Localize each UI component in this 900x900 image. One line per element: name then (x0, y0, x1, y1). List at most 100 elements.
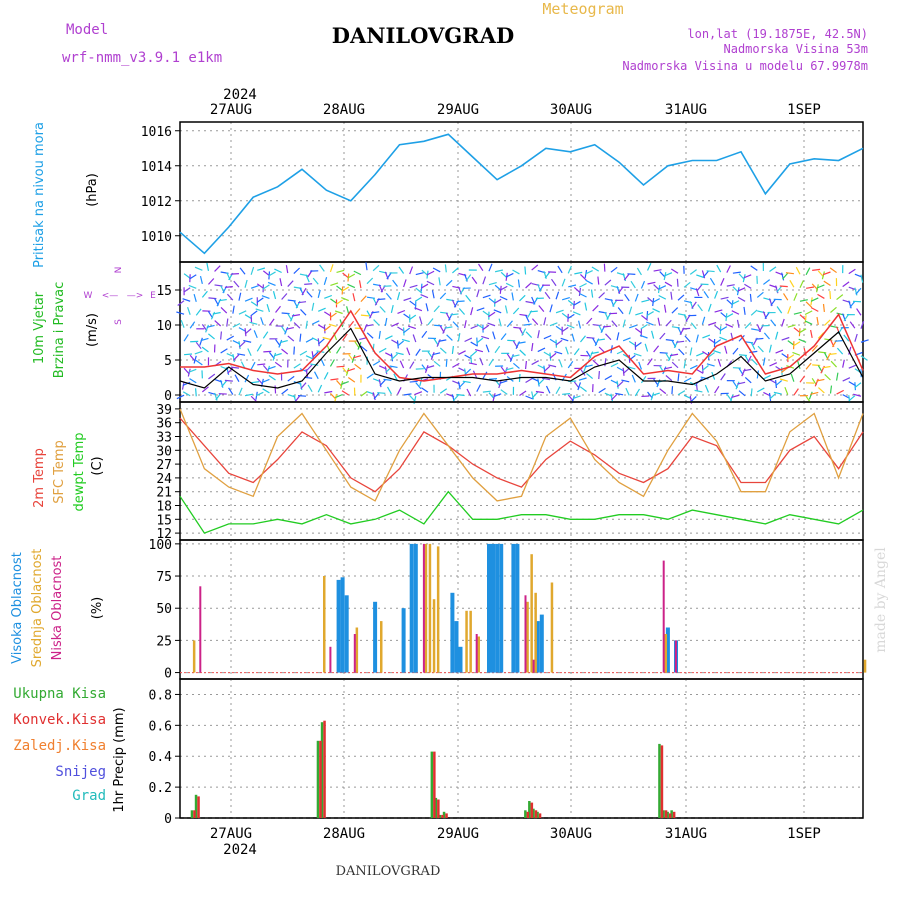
wind-arrow (678, 348, 685, 356)
y-tick-label: 12 (156, 527, 172, 542)
wind-arrow (373, 392, 380, 400)
wind-arrow (731, 310, 740, 315)
wind-arrow (476, 307, 485, 312)
wind-arrow (738, 334, 745, 342)
wind-arrow (250, 301, 259, 307)
wind-arrow (312, 277, 319, 285)
wind-arrow (793, 311, 802, 315)
wind-arrow (578, 377, 587, 381)
wind-arrow (366, 332, 374, 339)
wind-arrow (329, 264, 334, 273)
top-day-labels: 27AUG 28AUG 29AUG 30AUG 31AUG 1SEP (210, 102, 821, 118)
wind-arrow (268, 271, 276, 277)
wind-arrow (476, 337, 478, 346)
wind-arrow (735, 381, 740, 390)
wind-arrow (610, 266, 618, 273)
wind-arrow (725, 323, 734, 328)
precip-bar (526, 811, 530, 818)
wind-arrow (426, 280, 435, 286)
wind-arrow (799, 299, 808, 302)
wind-arrow (403, 313, 411, 319)
wind-arrow (706, 363, 715, 367)
y-tick-label: 0.4 (149, 750, 173, 765)
precip-bar (194, 794, 198, 818)
wind-arrow (653, 269, 662, 272)
wind-arrow (634, 293, 639, 302)
wind-arrow (250, 395, 258, 403)
y-tick-label: 75 (156, 570, 172, 585)
wind-arrow (341, 286, 350, 292)
cloud-bar (550, 582, 554, 673)
y-tick-label: 100 (149, 538, 172, 553)
wind-arrow (697, 304, 703, 312)
wind-arrow (756, 291, 764, 298)
wind-arrow (549, 352, 552, 361)
wind-arrow (737, 296, 746, 302)
wind-arrow (804, 315, 807, 324)
wind-arrow (793, 388, 799, 396)
wind-arrow (763, 279, 771, 285)
y-tick-label: 1012 (141, 195, 172, 210)
wind-arrow (379, 379, 386, 387)
wind-arrow (602, 325, 612, 328)
cloud-bar (336, 579, 341, 673)
wind-arrow (336, 269, 345, 274)
wind-arrow (415, 287, 423, 294)
wind-arrow (640, 323, 648, 330)
wind-arrow (493, 309, 502, 314)
wind-arrow (683, 281, 691, 288)
wind-arrow (184, 353, 193, 356)
cloud-bar (491, 543, 495, 673)
wind-arrow (220, 331, 222, 340)
cloud-bar (475, 634, 478, 673)
wind-arrow (360, 295, 367, 303)
wind-arrow (663, 304, 667, 313)
wind-arrow (770, 319, 777, 327)
wind-arrow (856, 308, 862, 316)
wind-arrow (744, 376, 752, 384)
wind-arrow (200, 337, 209, 342)
wind-arrow (707, 352, 715, 358)
wind-arrow (574, 271, 583, 275)
wind-arrow (336, 365, 345, 368)
wind-arrow (238, 341, 241, 350)
day-label-top: 29AUG (437, 102, 479, 118)
y-tick-label: 39 (156, 403, 172, 418)
wind-arrow (538, 305, 545, 313)
wind-arrow (414, 391, 423, 396)
wind-arrow (426, 365, 435, 369)
wind-arrow (537, 378, 540, 387)
day-label-bottom: 29AUG (437, 826, 479, 842)
wind-arrow (579, 386, 587, 392)
wind-arrow (396, 292, 401, 301)
wind-arrow (250, 310, 258, 317)
cloud-bar (477, 636, 480, 673)
wind-arrow (634, 388, 641, 397)
wind-arrow (408, 325, 416, 330)
wind-arrow (803, 347, 807, 356)
cloud-bar (511, 543, 516, 673)
wind-arrow (249, 321, 258, 325)
cloud-bar (524, 595, 527, 673)
wind-arrow (610, 393, 618, 401)
wind-arrow (458, 308, 466, 315)
wind-arrow (737, 381, 746, 385)
wind-arrow (822, 271, 831, 276)
wind-arrow (519, 349, 526, 356)
wind-arrow (696, 368, 704, 374)
wind-arrow (250, 266, 255, 275)
wind-arrow (702, 270, 709, 278)
wind-arrow (750, 342, 756, 350)
wind-arrow (261, 295, 270, 299)
wind-arrow (792, 351, 801, 356)
wind-arrow (525, 377, 533, 384)
wind-arrow (427, 374, 435, 380)
wind-arrow (372, 360, 381, 366)
wind-arrow (403, 327, 411, 334)
wind-arrow (208, 373, 216, 380)
wind-arrow (598, 387, 606, 394)
wind-arrow (598, 292, 606, 299)
wind-arrow (433, 305, 440, 313)
wind-arrow (432, 267, 441, 273)
